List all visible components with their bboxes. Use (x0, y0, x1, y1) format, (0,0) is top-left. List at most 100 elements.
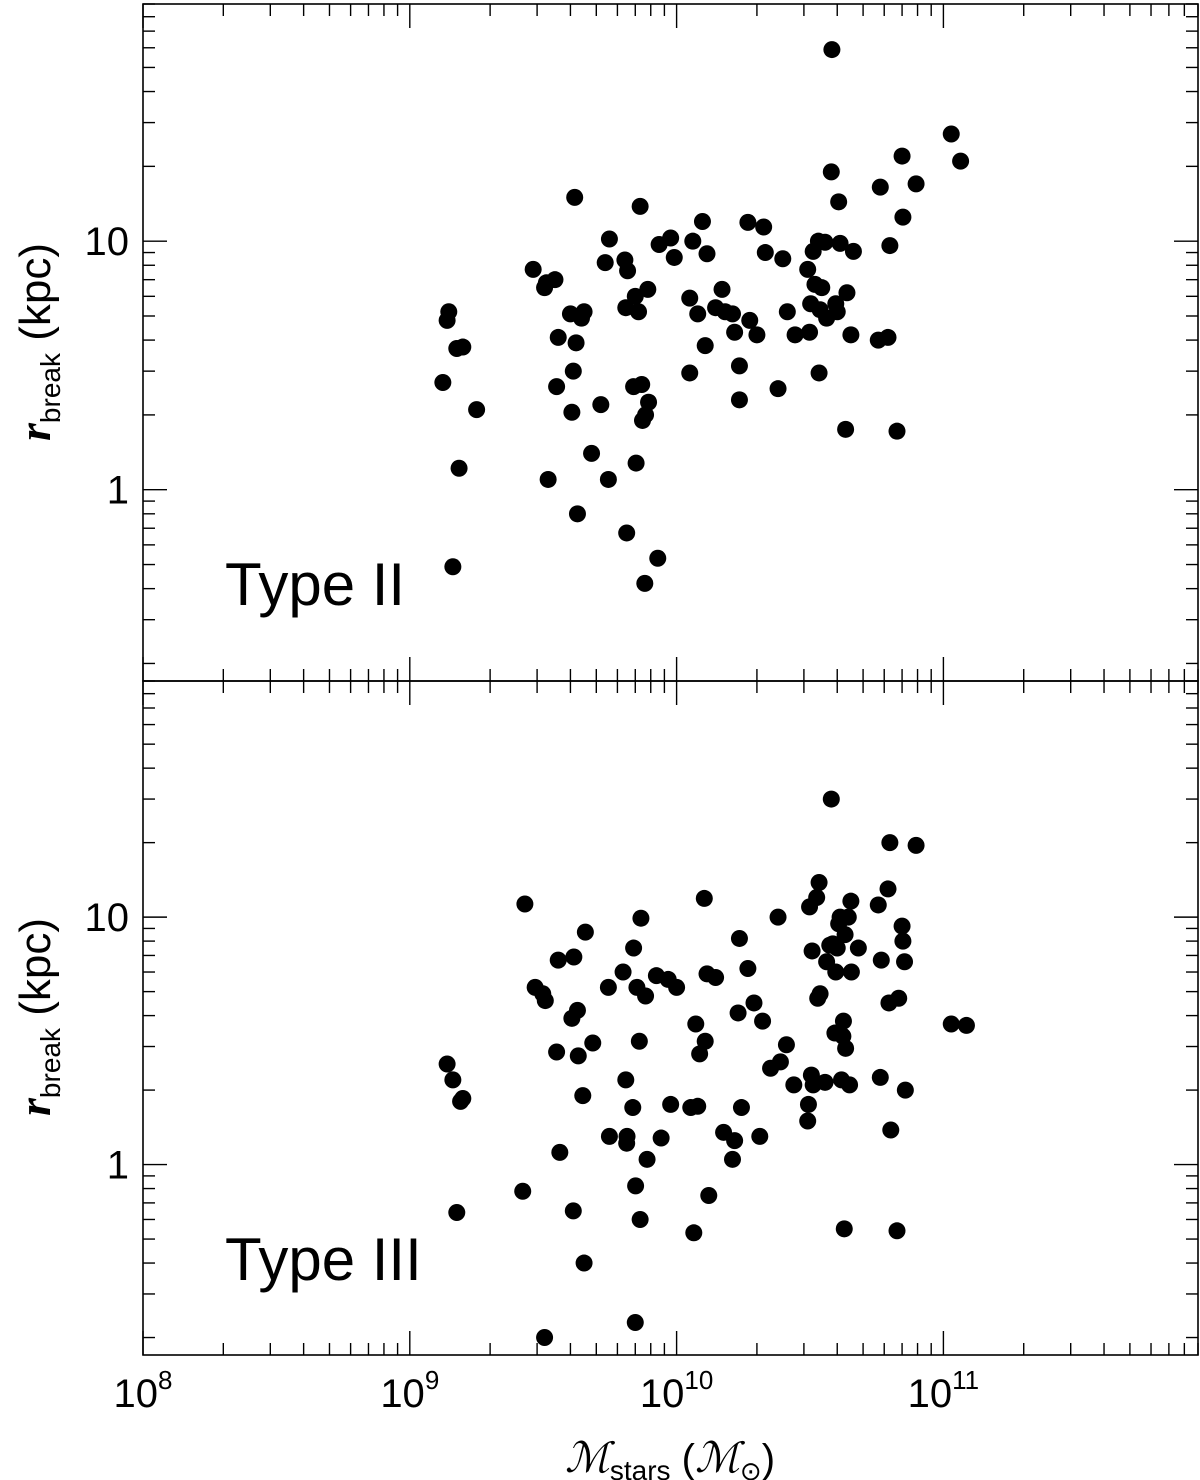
y-tick-label: 1 (107, 469, 129, 513)
data-point (696, 337, 714, 355)
data-point (698, 245, 716, 263)
data-point (785, 1076, 803, 1094)
data-point (689, 305, 707, 323)
data-point (799, 1112, 817, 1130)
data-point (627, 1177, 645, 1195)
data-point (448, 1204, 466, 1222)
data-point (839, 908, 857, 926)
data-point (724, 305, 742, 323)
data-point (548, 378, 566, 396)
data-point (830, 193, 848, 211)
panel-label-type-ii: Type II (225, 551, 405, 618)
data-point (799, 1095, 817, 1113)
data-point (769, 908, 787, 926)
data-point (778, 303, 796, 321)
data-point (730, 357, 748, 375)
data-point (614, 963, 632, 981)
data-point (548, 1043, 566, 1061)
data-point (811, 985, 829, 1003)
data-point (568, 505, 586, 523)
data-point (617, 1071, 635, 1089)
data-point (803, 942, 821, 960)
data-point (755, 218, 773, 236)
data-point (836, 926, 854, 944)
data-point (831, 234, 849, 252)
data-point (649, 549, 667, 567)
data-point (549, 328, 567, 346)
data-point (681, 364, 699, 382)
data-point (827, 963, 845, 981)
data-point (724, 1150, 742, 1168)
x-tick-label: 1011 (908, 1365, 980, 1416)
svg-text:rbreak (kpc): rbreak (kpc) (9, 918, 66, 1116)
data-point (808, 889, 826, 907)
data-point (754, 1012, 772, 1030)
data-point (618, 1127, 636, 1145)
x-tick-label: 108 (114, 1365, 173, 1416)
data-point (822, 163, 840, 181)
data-point (632, 909, 650, 927)
data-point (786, 326, 804, 344)
data-point (872, 951, 890, 969)
data-point (801, 323, 819, 341)
data-point (838, 284, 856, 302)
panel-type-ii: Type II 1 10 (85, 3, 1199, 682)
data-point (810, 874, 828, 892)
data-point (700, 1186, 718, 1204)
data-point (732, 1099, 750, 1117)
data-point (842, 326, 860, 344)
data-point (871, 1068, 889, 1086)
panel-type-iii: Type III 1 10 108 109 1010 1011 (85, 680, 1199, 1416)
y-axis-label-bottom: rbreak (kpc) (9, 918, 66, 1116)
data-point (574, 1087, 592, 1105)
axis-ticks-bottom (142, 680, 1199, 1355)
data-point (630, 1032, 648, 1050)
data-point (626, 1314, 644, 1332)
data-point (625, 939, 643, 957)
data-point (890, 989, 908, 1007)
data-point (454, 338, 472, 356)
points-type-iii (438, 790, 975, 1347)
data-point (816, 233, 834, 251)
data-point (684, 232, 702, 250)
data-point (730, 929, 748, 947)
data-point (662, 1095, 680, 1113)
data-point (810, 364, 828, 382)
data-point (842, 963, 860, 981)
data-point (636, 574, 654, 592)
data-point (592, 396, 610, 414)
data-point (569, 1047, 587, 1065)
data-point (564, 1202, 582, 1220)
data-point (741, 311, 759, 329)
data-point (444, 558, 462, 576)
data-point (882, 1121, 900, 1139)
data-point (837, 420, 855, 438)
data-point (576, 923, 594, 941)
data-point (748, 326, 766, 344)
data-point (630, 303, 648, 321)
x-axis-label: ℳstars (ℳ⊙) (565, 1436, 775, 1480)
data-point (745, 994, 763, 1012)
data-point (726, 323, 744, 341)
data-point (893, 147, 911, 165)
data-point (828, 939, 846, 957)
data-point (450, 459, 468, 477)
data-point (881, 834, 899, 852)
data-point (896, 1081, 914, 1099)
data-point (563, 403, 581, 421)
data-point (707, 969, 725, 987)
x-tick-label: 109 (380, 1365, 439, 1416)
data-point (777, 1036, 795, 1054)
data-point (584, 1034, 602, 1052)
data-point (730, 391, 748, 409)
y-tick-label: 10 (85, 896, 130, 940)
data-point (687, 1015, 705, 1033)
data-point (524, 260, 542, 278)
data-point (771, 1053, 789, 1071)
data-point (633, 376, 651, 394)
data-point (769, 380, 787, 398)
data-point (631, 197, 649, 215)
data-point (879, 328, 897, 346)
data-point (627, 454, 645, 472)
y-axis-label-top: rbreak (kpc) (9, 243, 66, 441)
